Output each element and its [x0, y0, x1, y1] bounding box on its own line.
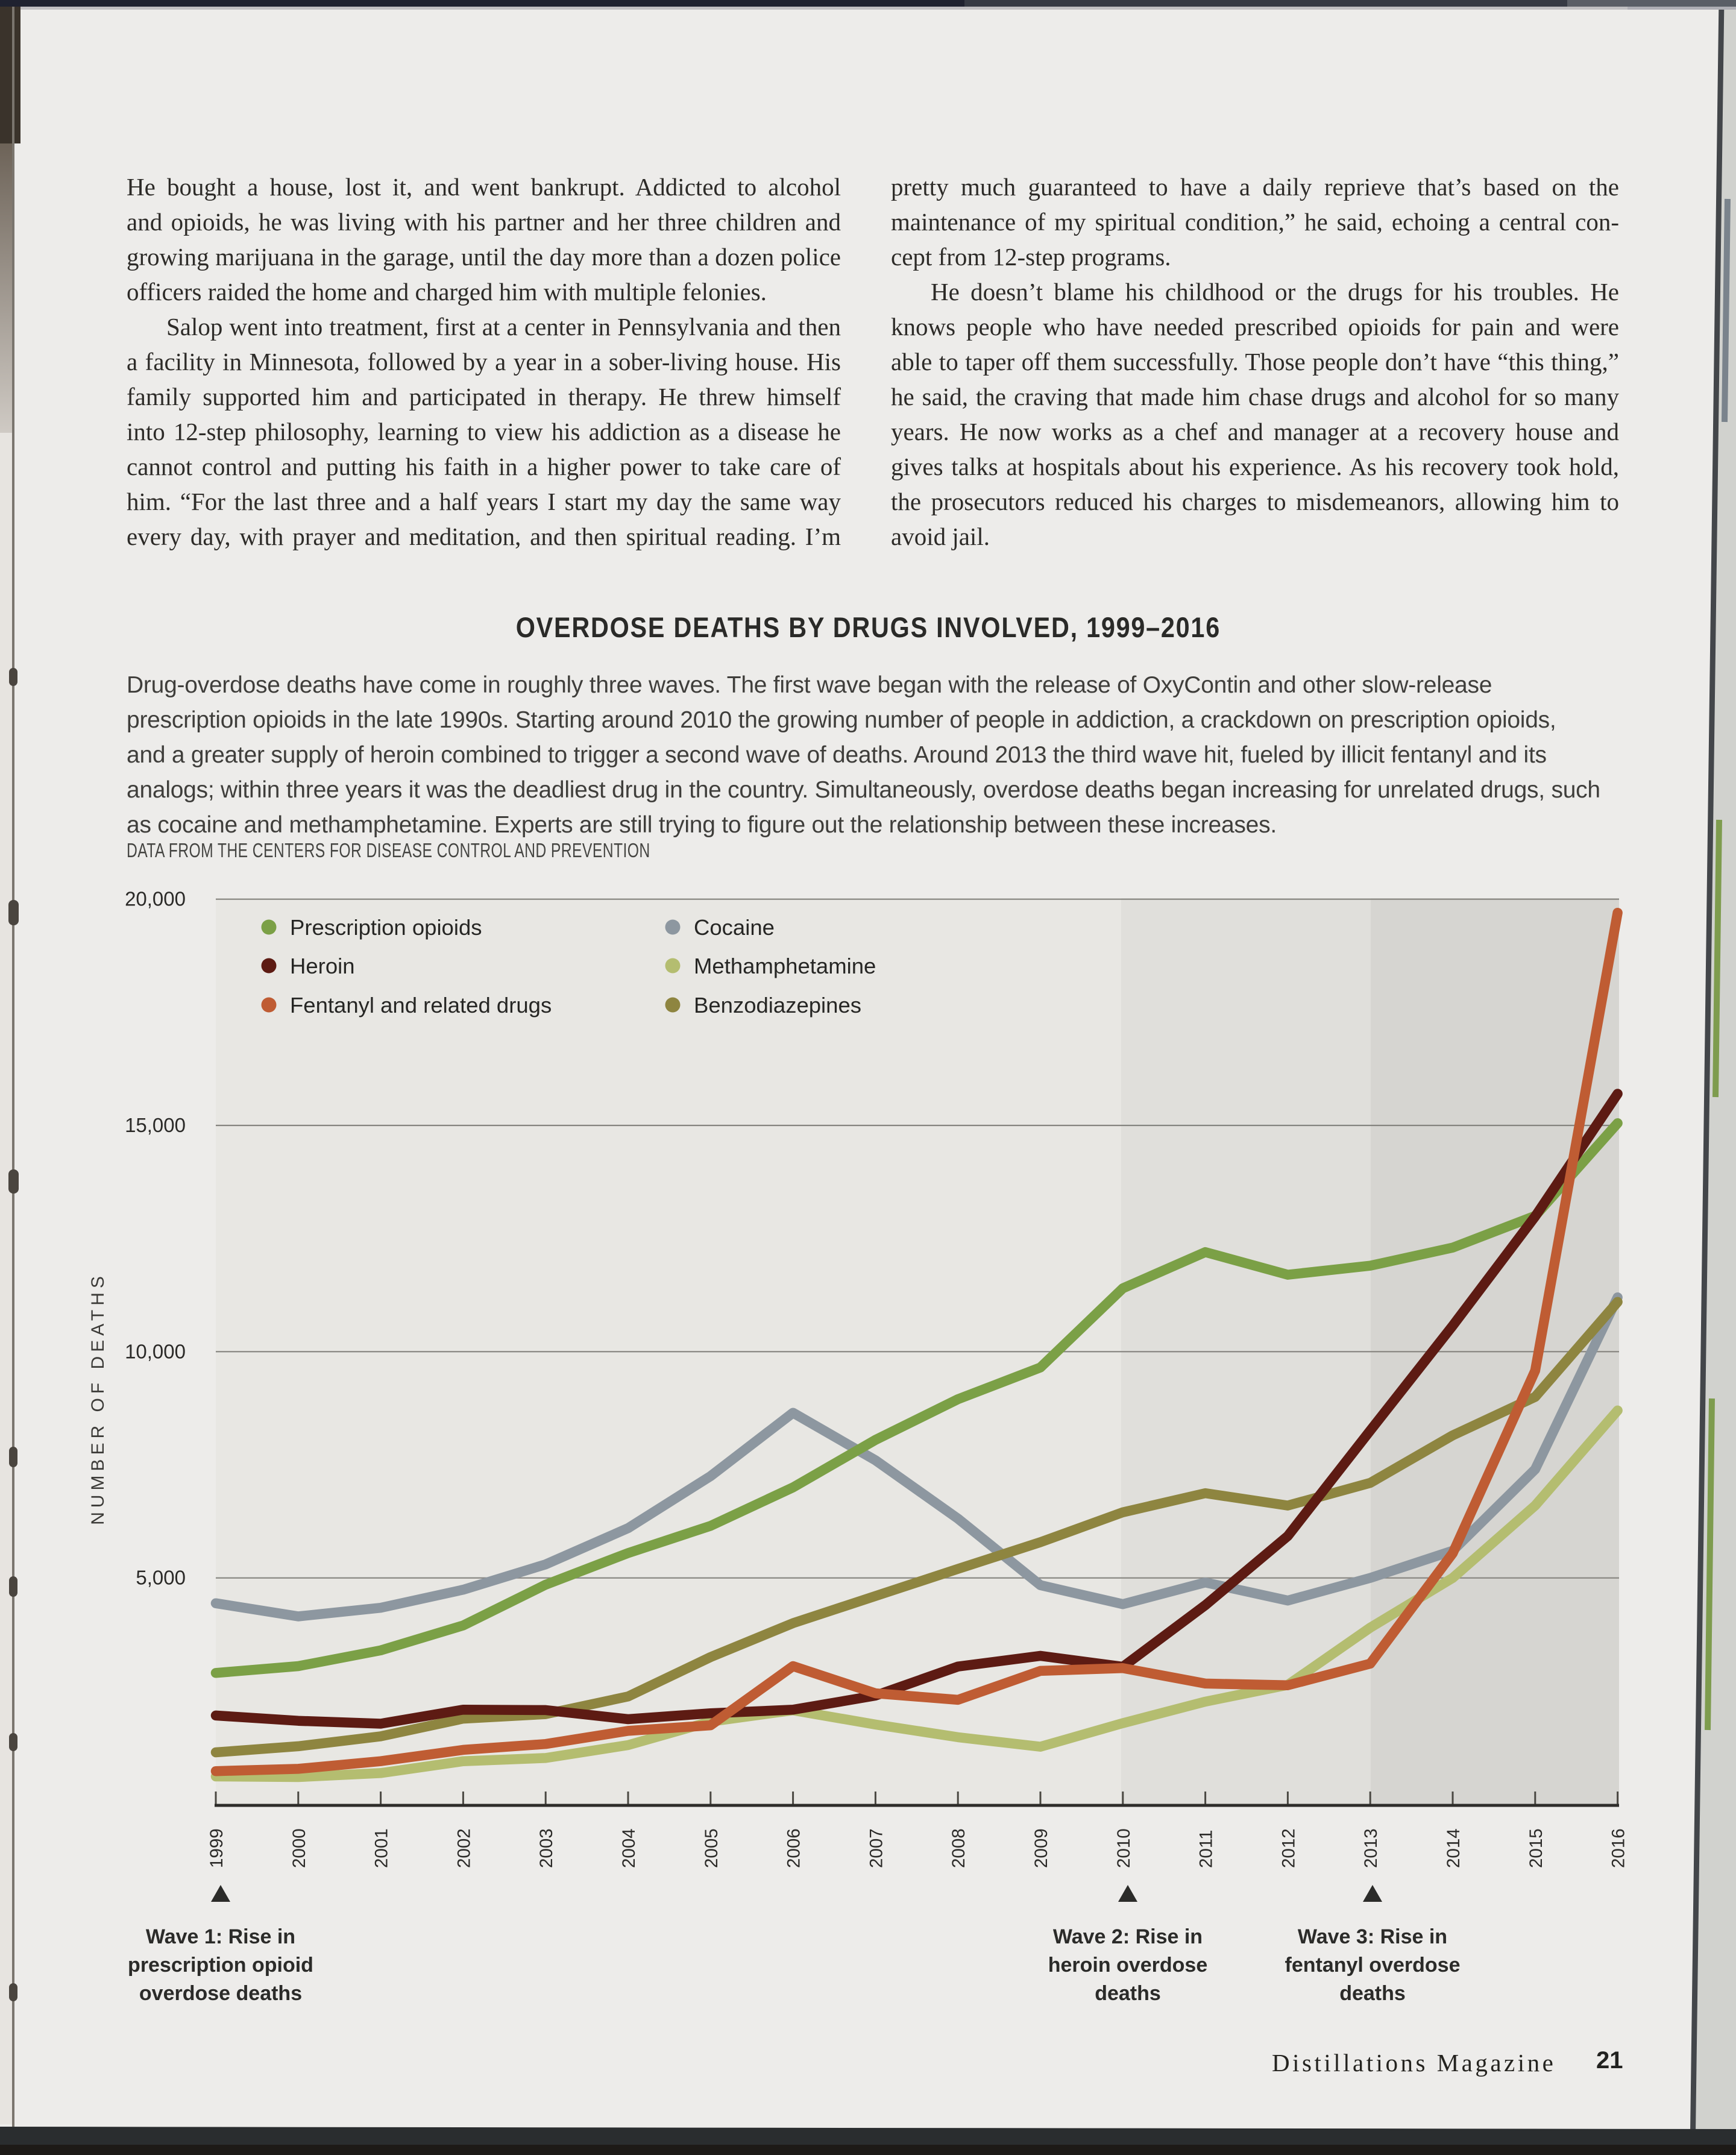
svg-text:2004: 2004 — [619, 1828, 639, 1868]
svg-text:Methamphetamine: Methamphetamine — [694, 954, 876, 978]
svg-text:2006: 2006 — [784, 1828, 804, 1868]
svg-text:2015: 2015 — [1526, 1828, 1546, 1868]
svg-text:2007: 2007 — [866, 1828, 886, 1868]
svg-text:5,000: 5,000 — [136, 1567, 186, 1589]
svg-text:20,000: 20,000 — [125, 888, 186, 910]
svg-text:2001: 2001 — [372, 1828, 392, 1868]
svg-text:Benzodiazepines: Benzodiazepines — [694, 993, 861, 1018]
svg-text:Heroin: Heroin — [290, 954, 355, 978]
svg-text:2000: 2000 — [289, 1828, 309, 1868]
svg-text:2008: 2008 — [949, 1828, 969, 1868]
svg-text:2013: 2013 — [1361, 1828, 1381, 1868]
svg-text:2005: 2005 — [702, 1828, 722, 1868]
svg-text:Prescription opioids: Prescription opioids — [290, 915, 482, 940]
svg-text:2012: 2012 — [1278, 1828, 1298, 1868]
svg-text:10,000: 10,000 — [125, 1340, 186, 1362]
svg-text:Fentanyl and related drugs: Fentanyl and related drugs — [290, 993, 552, 1018]
svg-text:2009: 2009 — [1031, 1828, 1051, 1868]
svg-text:Cocaine: Cocaine — [694, 915, 775, 940]
svg-text:2011: 2011 — [1197, 1830, 1216, 1868]
svg-text:2016: 2016 — [1609, 1828, 1629, 1868]
svg-text:2010: 2010 — [1114, 1828, 1134, 1868]
svg-text:NUMBER OF DEATHS: NUMBER OF DEATHS — [88, 1272, 108, 1525]
svg-text:2002: 2002 — [454, 1828, 474, 1868]
svg-text:1999: 1999 — [207, 1828, 227, 1868]
svg-text:2014: 2014 — [1444, 1828, 1464, 1868]
svg-text:15,000: 15,000 — [125, 1114, 186, 1136]
svg-text:2003: 2003 — [536, 1828, 556, 1868]
